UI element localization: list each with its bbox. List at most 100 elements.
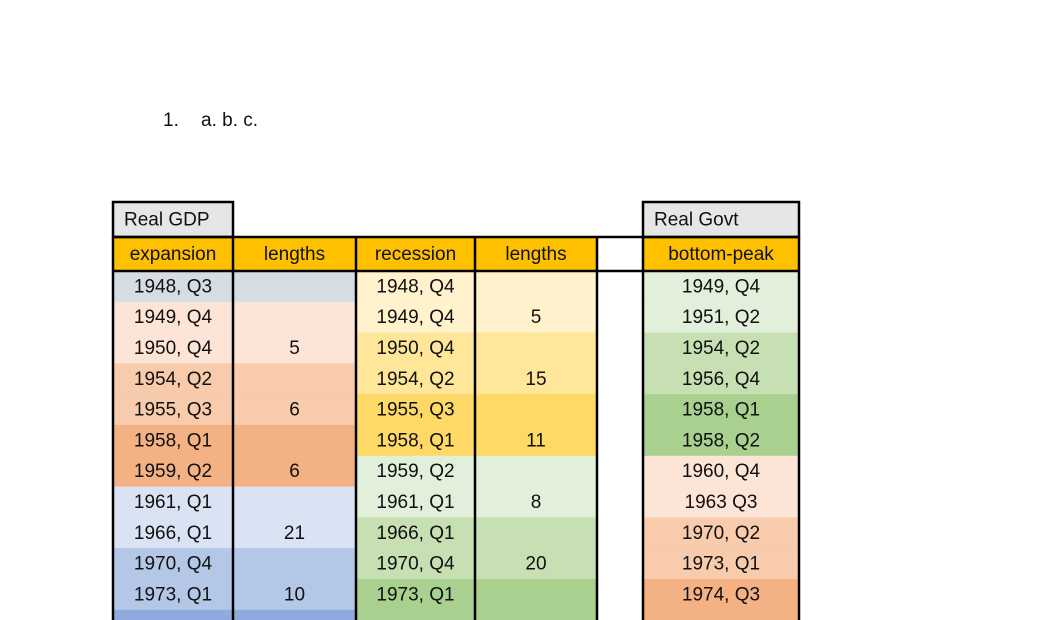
cell-bg — [643, 548, 799, 580]
list-text: a. b. c. — [201, 110, 258, 131]
cell-bg — [113, 332, 233, 364]
cell: 1950, Q4 — [134, 338, 213, 359]
cell-bg — [113, 548, 233, 580]
cell-bg — [113, 271, 233, 303]
header: recession — [375, 244, 456, 265]
cell: 1954, Q2 — [134, 369, 212, 390]
cell-bg — [475, 455, 597, 488]
cell-bg — [475, 363, 597, 395]
cell-bg — [643, 517, 799, 549]
cell-bg — [643, 363, 799, 395]
cell-bg — [475, 301, 597, 334]
cell: 1955, Q3 — [376, 400, 454, 421]
cell-bg — [233, 394, 356, 426]
group-header: Real GDP — [124, 210, 210, 231]
cell-bg — [113, 301, 233, 334]
cell: 1966, Q1 — [134, 523, 212, 544]
cell-bg — [233, 301, 356, 334]
cell: 1961, Q1 — [134, 492, 212, 513]
cell-bg — [356, 394, 475, 426]
cell: 5 — [289, 338, 300, 359]
cell-bg — [356, 332, 475, 364]
cell-bg — [233, 579, 356, 611]
cell-bg — [233, 425, 356, 457]
header: bottom-peak — [668, 244, 774, 265]
cell-bg — [233, 486, 356, 518]
cell: 1954, Q2 — [376, 369, 454, 390]
cell: 1973, Q1 — [376, 584, 454, 605]
cell: 1949, Q4 — [376, 307, 455, 328]
cell-bg — [356, 517, 475, 549]
cell-bg — [113, 425, 233, 457]
cell-bg — [113, 455, 233, 488]
cell-bg — [643, 301, 799, 334]
cell-bg — [233, 609, 356, 620]
header-bg — [643, 237, 799, 271]
header: expansion — [130, 244, 217, 265]
cell-bg — [643, 486, 799, 518]
cell: 1959, Q2 — [376, 461, 454, 482]
cell-bg — [643, 332, 799, 364]
cell-bg — [356, 455, 475, 488]
cell: 15 — [525, 369, 546, 390]
cell: 1961, Q1 — [376, 492, 454, 513]
cell-bg — [233, 332, 356, 364]
cell: 1951, Q2 — [682, 307, 760, 328]
cell: 1970, Q4 — [134, 554, 213, 575]
cell-bg — [356, 271, 475, 303]
cell: 21 — [284, 523, 305, 544]
cell-bg — [233, 271, 356, 303]
cell-bg — [356, 486, 475, 518]
cell: 1963 Q3 — [685, 492, 758, 513]
cell: 1958, Q1 — [376, 430, 454, 451]
cell: 1956, Q4 — [682, 369, 761, 390]
cell: 20 — [525, 554, 546, 575]
cell-bg — [475, 609, 597, 620]
list-number: 1. — [163, 110, 179, 131]
cell-bg — [113, 609, 233, 620]
cell-bg — [356, 425, 475, 457]
cell: 1960, Q4 — [682, 461, 761, 482]
header-bg — [356, 237, 475, 271]
cell-bg — [113, 517, 233, 549]
cell-bg — [475, 579, 597, 611]
cell: 1974, Q3 — [682, 584, 760, 605]
cell-bg — [113, 394, 233, 426]
cell: 1973, Q1 — [682, 554, 760, 575]
group-header-box — [111, 200, 235, 239]
cell-bg — [475, 517, 597, 549]
cell-bg — [233, 363, 356, 395]
cell-bg — [356, 609, 475, 620]
cell: 1948, Q4 — [376, 276, 455, 297]
cell-bg — [113, 486, 233, 518]
cell-bg — [356, 301, 475, 334]
header: lengths — [505, 244, 566, 265]
cell: 1958, Q2 — [682, 430, 760, 451]
cell: 1958, Q1 — [682, 400, 760, 421]
cell: 5 — [531, 307, 542, 328]
header-bg — [233, 237, 356, 271]
cell: 1949, Q4 — [134, 307, 213, 328]
cell-bg — [113, 579, 233, 611]
cell-bg — [475, 486, 597, 518]
cell: 1948, Q3 — [134, 276, 212, 297]
cell: 1950, Q4 — [376, 338, 455, 359]
cell-bg — [475, 271, 597, 303]
group-header: Real Govt — [654, 210, 739, 231]
cell: 1954, Q2 — [682, 338, 760, 359]
cell: 1949, Q4 — [682, 276, 761, 297]
cell-bg — [643, 579, 799, 611]
cell: 6 — [289, 461, 300, 482]
header: lengths — [264, 244, 325, 265]
cell-bg — [356, 363, 475, 395]
cell: 10 — [284, 584, 305, 605]
cell: 11 — [526, 430, 546, 451]
cell-bg — [475, 425, 597, 457]
cell: 1966, Q1 — [376, 523, 454, 544]
cell-bg — [643, 609, 799, 620]
cell-bg — [233, 455, 356, 488]
cell: 8 — [531, 492, 542, 513]
cell-bg — [643, 455, 799, 488]
cell-bg — [233, 517, 356, 549]
